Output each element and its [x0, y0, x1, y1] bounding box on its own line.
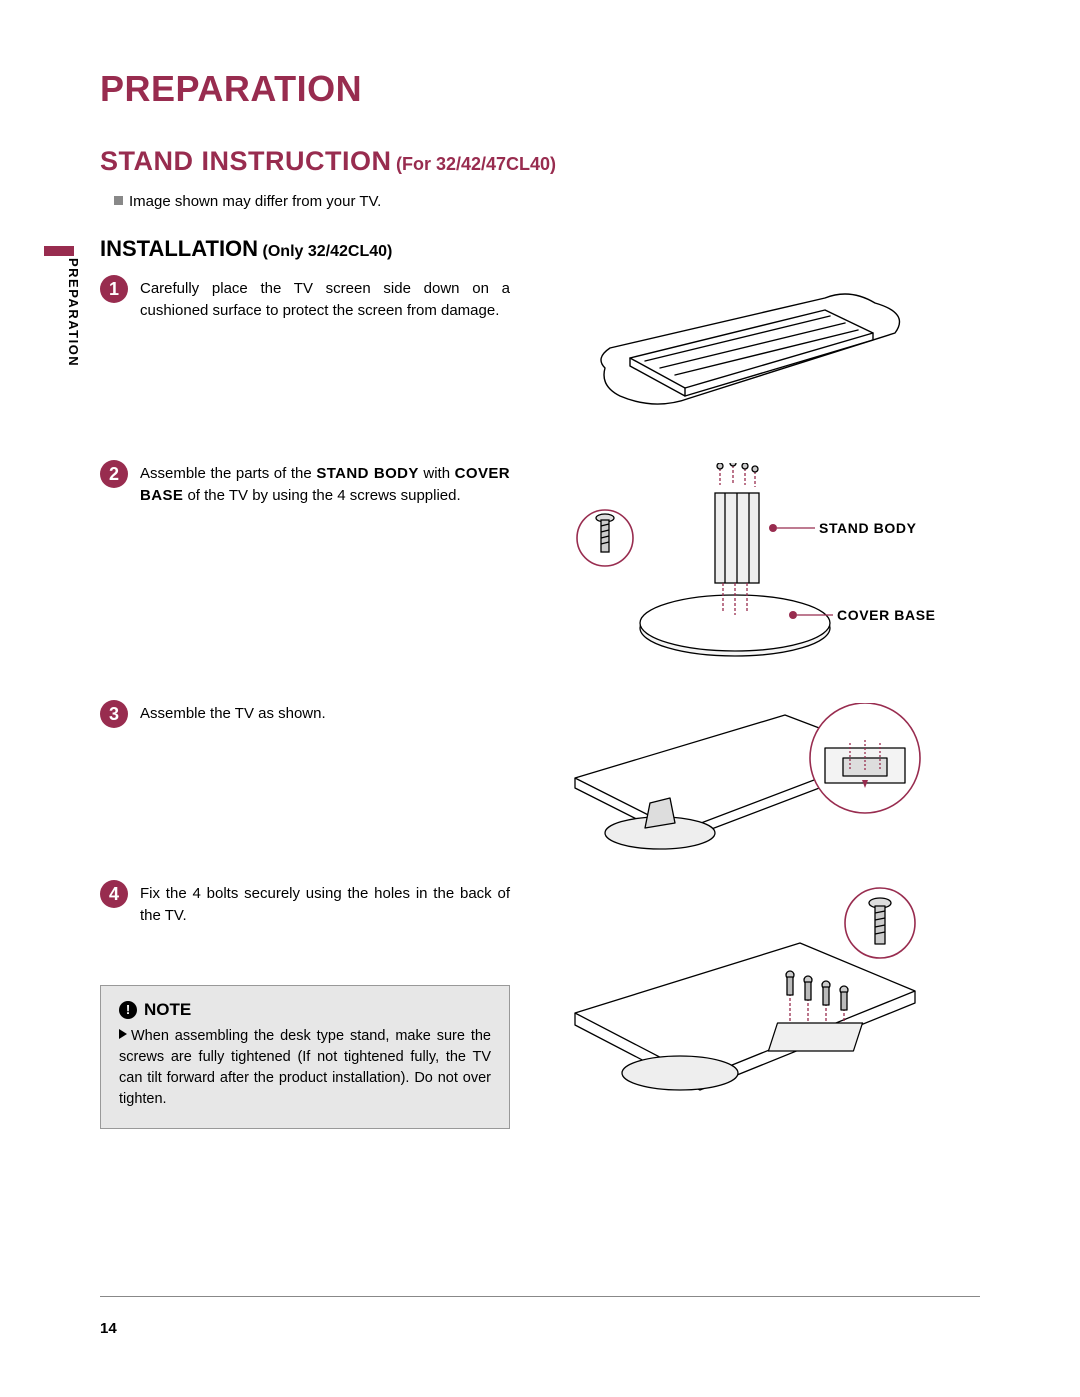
section-title-row: STAND INSTRUCTION (For 32/42/47CL40)	[100, 146, 980, 177]
diagram-step-3	[510, 703, 980, 863]
sub-heading: INSTALLATION	[100, 236, 258, 261]
label-stand-body: STAND BODY	[819, 520, 917, 536]
diagram-step-2: STAND BODY COVER BASE	[510, 463, 980, 673]
diagram-step-1	[510, 278, 980, 418]
page-number: 14	[100, 1320, 117, 1337]
page-title: PREPARATION	[100, 68, 980, 110]
note-title: NOTE	[144, 1000, 191, 1020]
disclaimer: Image shown may differ from your TV.	[114, 193, 980, 210]
sub-heading-row: INSTALLATION (Only 32/42CL40)	[100, 236, 980, 262]
step-bullet-4: 4	[100, 880, 128, 908]
step-bullet-1: 1	[100, 275, 128, 303]
step-bullet-2: 2	[100, 460, 128, 488]
diagram-step-4	[510, 883, 980, 1113]
note-icon: !	[119, 1001, 137, 1019]
step-text-2: Assemble the parts of the STAND BODY wit…	[140, 463, 510, 507]
section-title-sub: (For 32/42/47CL40)	[396, 154, 556, 174]
step-text-3: Assemble the TV as shown.	[140, 703, 326, 725]
note-body: When assembling the desk type stand, mak…	[119, 1026, 491, 1110]
footer-rule	[100, 1296, 980, 1297]
side-tab-bar	[44, 246, 74, 256]
sub-heading-sub: (Only 32/42CL40)	[263, 243, 393, 260]
triangle-bullet-icon	[119, 1029, 127, 1039]
section-title: STAND INSTRUCTION	[100, 146, 392, 176]
side-tab-text: PREPARATION	[66, 258, 81, 367]
label-cover-base: COVER BASE	[837, 607, 935, 623]
step-bullet-3: 3	[100, 700, 128, 728]
note-box: ! NOTE When assembling the desk type sta…	[100, 985, 510, 1129]
step-text-4: Fix the 4 bolts securely using the holes…	[140, 883, 510, 927]
square-bullet-icon	[114, 196, 123, 205]
step-text-1: Carefully place the TV screen side down …	[140, 278, 510, 322]
side-tab: PREPARATION	[44, 260, 74, 440]
